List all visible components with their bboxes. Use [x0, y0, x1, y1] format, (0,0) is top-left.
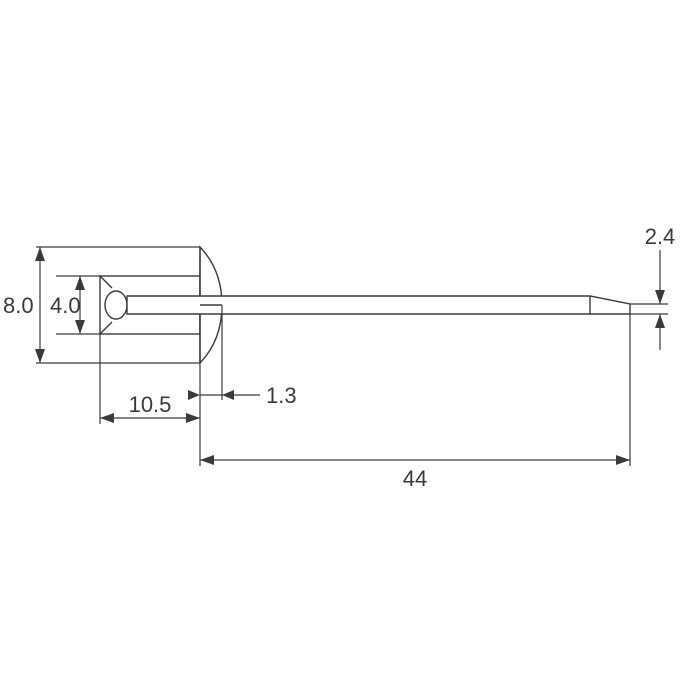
- rivet-drawing: 8.0 4.0 10.5 1.3 44: [0, 0, 691, 691]
- dim-mandrel-length-label: 44: [403, 466, 427, 491]
- dim-mandrel-diameter-label: 2.4: [645, 224, 676, 249]
- dim-head-thickness-label: 1.3: [266, 383, 297, 408]
- dim-body-diameter: 4.0: [50, 276, 100, 334]
- dim-body-diameter-label: 4.0: [50, 293, 81, 318]
- dim-mandrel-diameter: 2.4: [630, 224, 675, 350]
- dim-body-length-label: 10.5: [129, 392, 172, 417]
- dim-body-length: 10.5: [100, 334, 200, 424]
- rivet-mandrel: [127, 296, 630, 314]
- dim-mandrel-length: 44: [200, 314, 630, 491]
- dim-head-diameter-label: 8.0: [3, 293, 34, 318]
